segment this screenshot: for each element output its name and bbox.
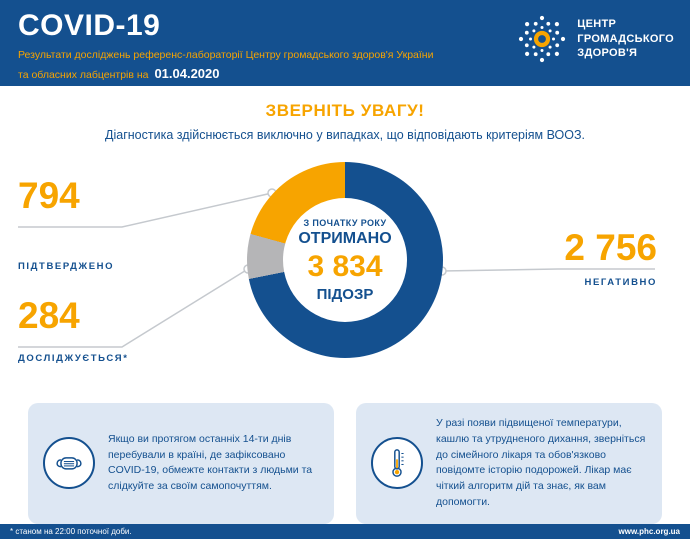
mask-icon xyxy=(43,437,95,490)
subtitle-line2: та обласних лабцентрів на xyxy=(18,68,149,81)
header-subtitle: Результати досліджень референс-лаборатор… xyxy=(18,48,690,84)
subtitle-line1: Результати досліджень референс-лаборатор… xyxy=(18,49,434,61)
confirmed-label: ПІДТВЕРДЖЕНО xyxy=(18,261,115,272)
org-logo-block: ЦЕНТР ГРОМАДСЬКОГО ЗДОРОВ'Я xyxy=(518,15,674,63)
donut-chart: З ПОЧАТКУ РОКУ ОТРИМАНО 3 834 ПІДОЗР xyxy=(247,162,443,358)
footer-note: * станом на 22:00 поточної доби. xyxy=(10,526,132,536)
card-symptoms: У разі появи підвищеної температури, каш… xyxy=(356,403,662,524)
donut-center-value: 3 834 xyxy=(307,249,383,283)
card-quarantine: Якщо ви протягом останніх 14-ти днів пер… xyxy=(28,403,334,524)
stat-investigating: 284 xyxy=(18,297,80,334)
investigating-value: 284 xyxy=(18,295,80,336)
info-cards: Якщо ви протягом останніх 14-ти днів пер… xyxy=(28,403,662,524)
report-date: 01.04.2020 xyxy=(154,65,220,81)
stat-confirmed: 794 xyxy=(18,177,80,214)
phc-logo-icon xyxy=(519,15,566,63)
negative-value: 2 756 xyxy=(564,227,657,268)
donut-center-line1: З ПОЧАТКУ РОКУ xyxy=(303,217,387,228)
investigating-label: ДОСЛІДЖУЄТЬСЯ* xyxy=(18,353,129,364)
donut-center: З ПОЧАТКУ РОКУ ОТРИМАНО 3 834 ПІДОЗР xyxy=(283,198,407,322)
chart-area: 794 ПІДТВЕРДЖЕНО 284 ДОСЛІДЖУЄТЬСЯ* 2 75… xyxy=(0,149,690,401)
header: COVID-19 Результати досліджень референс-… xyxy=(0,0,690,86)
negative-label: НЕГАТИВНО xyxy=(584,277,657,288)
website-link[interactable]: www.phc.org.ua xyxy=(618,526,680,536)
footer: * станом на 22:00 поточної доби. www.phc… xyxy=(0,523,690,539)
confirmed-value: 794 xyxy=(18,175,80,216)
donut-center-line3: ПІДОЗР xyxy=(316,285,374,303)
card-symptoms-text: У разі появи підвищеної температури, каш… xyxy=(436,417,646,508)
notice-title: ЗВЕРНІТЬ УВАГУ! xyxy=(265,101,425,120)
org-name: ЦЕНТР ГРОМАДСЬКОГО ЗДОРОВ'Я xyxy=(577,17,674,60)
stat-negative: 2 756 xyxy=(564,229,657,266)
thermometer-icon xyxy=(371,437,423,490)
notice-subtitle: Діагностика здійснюється виключно у випа… xyxy=(105,128,585,142)
card-quarantine-text: Якщо ви протягом останніх 14-ти днів пер… xyxy=(108,432,313,492)
donut-center-line2: ОТРИМАНО xyxy=(298,229,392,247)
notice-section: ЗВЕРНІТЬ УВАГУ! Діагностика здійснюється… xyxy=(0,86,690,149)
page-title: COVID-19 xyxy=(18,9,161,42)
